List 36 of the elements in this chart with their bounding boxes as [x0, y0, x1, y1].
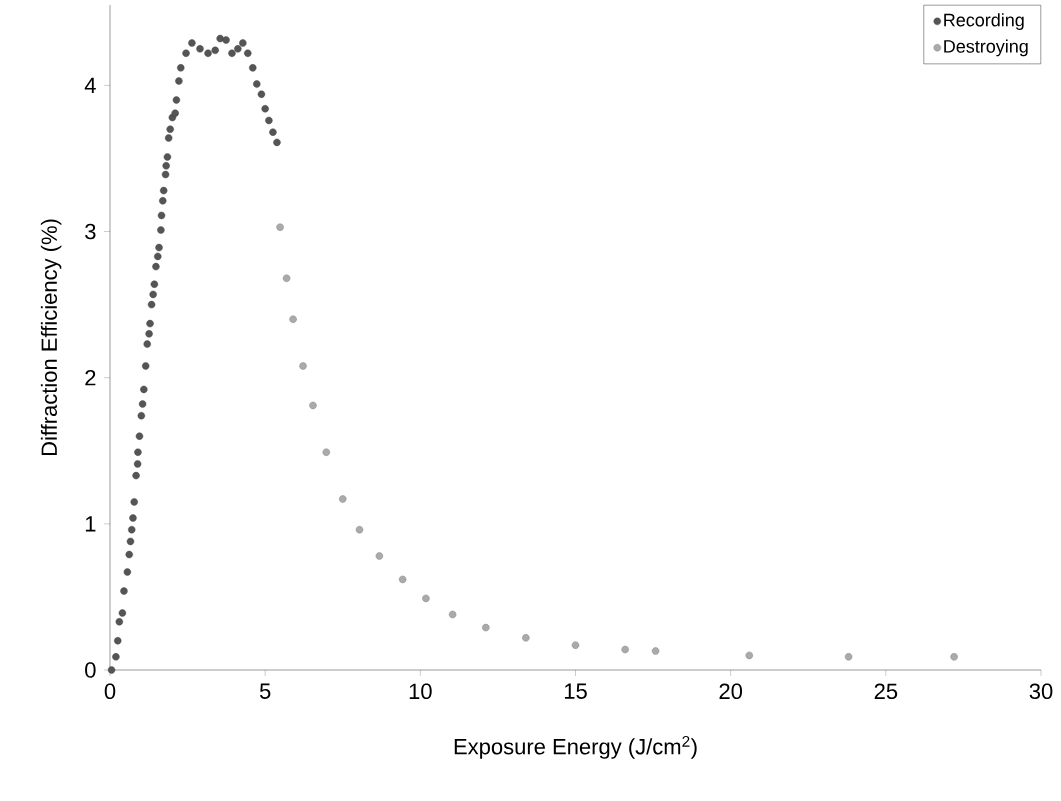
x-tick-label: 5 — [259, 683, 271, 699]
point — [289, 315, 297, 323]
legend-label: Destroying — [944, 39, 1028, 57]
point — [375, 552, 384, 560]
point — [950, 653, 958, 661]
x-tick-label: 20 — [719, 683, 743, 700]
point — [844, 653, 853, 661]
point — [482, 623, 490, 632]
x-tick-label: 15 — [564, 683, 587, 699]
y-axis-title: Diffraction Efficiency (%) — [40, 219, 62, 456]
y-tick-label: 0 — [85, 662, 96, 678]
point — [621, 645, 629, 654]
x-tick-label: 30 — [1029, 683, 1053, 700]
point — [322, 448, 330, 456]
y-tick-label: 2 — [85, 370, 96, 386]
point — [651, 647, 660, 655]
point — [422, 594, 430, 603]
point — [282, 274, 291, 282]
x-tick-label: 0 — [104, 683, 116, 700]
point — [745, 651, 753, 660]
x-axis-title: Exposure Energy (J/cm$^{2}$) — [454, 735, 697, 759]
point — [522, 634, 530, 642]
point — [299, 362, 307, 370]
x-tick-label: 25 — [874, 683, 898, 700]
point — [276, 223, 284, 231]
legend-label: Recording — [944, 13, 1024, 30]
point — [448, 610, 457, 619]
point — [571, 641, 580, 649]
x-tick-label: 10 — [409, 683, 432, 700]
point — [398, 575, 407, 584]
y-tick-label: 1 — [85, 516, 96, 532]
point — [309, 401, 317, 410]
y-tick-label: 4 — [84, 77, 96, 93]
y-tick-label: 3 — [85, 223, 96, 240]
point — [339, 495, 347, 503]
point — [355, 525, 364, 534]
